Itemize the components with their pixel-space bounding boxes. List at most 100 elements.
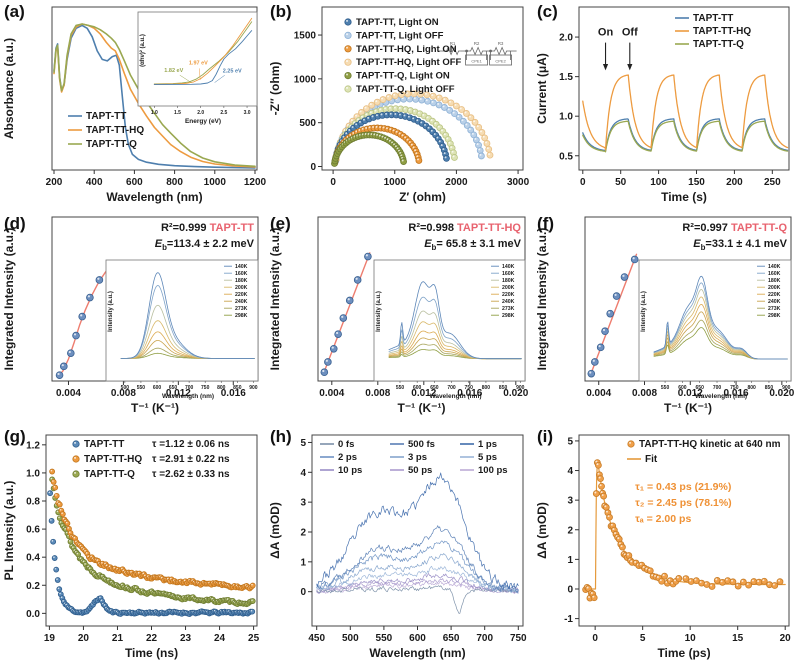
svg-text:0.016: 0.016 (724, 388, 749, 399)
panel-i: (i) 0 5 10 15 20 -1 0 1 2 3 4 5 Time (ps) ΔA (mOD) TAP… (533, 425, 799, 672)
panel-g-label: (g) (4, 427, 26, 446)
panel-h: (h) 450 500 550 600 650 700 750 0 1 2 3 4 5 Wavelengt… (266, 425, 533, 672)
svg-text:0.008: 0.008 (111, 388, 136, 399)
svg-text:850: 850 (233, 385, 242, 391)
svg-text:2.0: 2.0 (197, 110, 204, 116)
svg-text:800: 800 (482, 385, 491, 391)
svg-text:Intensity (a.u.): Intensity (a.u.) (108, 291, 114, 332)
panel-c-label: (c) (537, 2, 558, 21)
svg-text:650: 650 (696, 385, 705, 391)
svg-text:Time (s): Time (s) (661, 190, 707, 204)
svg-text:200K: 200K (502, 285, 515, 291)
svg-text:Current (μA): Current (μA) (535, 53, 549, 124)
svg-text:1.5: 1.5 (559, 72, 573, 83)
svg-text:TAPT-TT: TAPT-TT (693, 13, 733, 24)
svg-text:900: 900 (516, 385, 525, 391)
panel-b-label: (b) (270, 2, 292, 21)
svg-text:CPE2: CPE2 (495, 59, 506, 64)
svg-text:1200: 1200 (244, 177, 266, 188)
svg-text:τ₂ = 2.45 ps (78.1%): τ₂ = 2.45 ps (78.1%) (635, 497, 732, 509)
svg-text:2: 2 (567, 525, 573, 536)
svg-text:Off: Off (622, 26, 638, 38)
svg-text:3 ps: 3 ps (408, 452, 427, 463)
svg-text:20: 20 (78, 633, 90, 644)
svg-text:298K: 298K (235, 313, 248, 319)
svg-text:50: 50 (615, 177, 627, 188)
svg-text:-1: -1 (564, 614, 573, 625)
svg-text:0: 0 (592, 633, 598, 644)
svg-text:200: 200 (726, 177, 743, 188)
svg-text:273K: 273K (502, 306, 515, 312)
svg-text:Integrated Intensity (a.u.): Integrated Intensity (a.u.) (2, 228, 16, 371)
svg-text:Intensity (a.u.): Intensity (a.u.) (641, 291, 647, 332)
svg-text:800: 800 (747, 385, 756, 391)
svg-text:Wavelength (nm): Wavelength (nm) (106, 190, 202, 204)
svg-text:750: 750 (465, 385, 474, 391)
svg-text:2: 2 (300, 527, 306, 538)
svg-text:160K: 160K (235, 271, 248, 277)
svg-text:298K: 298K (502, 313, 515, 319)
svg-text:Energy (eV): Energy (eV) (185, 118, 221, 125)
svg-text:650: 650 (169, 385, 178, 391)
svg-text:Wavelength (nm): Wavelength (nm) (369, 646, 465, 660)
svg-text:TAPT-TT-Q, Light ON: TAPT-TT-Q, Light ON (356, 71, 450, 82)
svg-text:25: 25 (248, 633, 260, 644)
svg-text:CPE1: CPE1 (471, 59, 482, 64)
svg-text:180K: 180K (768, 278, 781, 284)
svg-text:500 fs: 500 fs (408, 439, 435, 450)
panel-g: (g) 19 20 21 22 23 24 25 0.0 0.2 0.4 0.6 0.8 1.0 1.2 T… (0, 425, 266, 672)
svg-text:900: 900 (782, 385, 791, 391)
panel-c: (c) 0 50 100 150 200 250 0.5 1.0 1.5 2.0 Time (s) C… (533, 0, 799, 212)
svg-text:0: 0 (580, 177, 586, 188)
svg-text:R1: R1 (450, 41, 456, 46)
svg-text:700: 700 (185, 385, 194, 391)
svg-text:5 ps: 5 ps (478, 452, 497, 463)
svg-text:2.0: 2.0 (559, 33, 573, 44)
svg-text:800: 800 (217, 385, 226, 391)
svg-text:Eb=113.4 ± 2.2 meV: Eb=113.4 ± 2.2 meV (155, 238, 255, 252)
svg-text:200K: 200K (235, 285, 248, 291)
chart-b-eis-nyquist: R1 R2 R3 CPE1 CPE2 0 1000 2000 3000 0 500 1000 1500 Z… (266, 0, 533, 212)
svg-text:τₐ = 2.00 ps: τₐ = 2.00 ps (635, 513, 691, 525)
svg-text:0.020: 0.020 (503, 388, 528, 399)
svg-text:T⁻¹ (K⁻¹): T⁻¹ (K⁻¹) (398, 401, 446, 415)
svg-text:450: 450 (308, 633, 325, 644)
svg-text:T⁻¹ (K⁻¹): T⁻¹ (K⁻¹) (131, 401, 179, 415)
svg-text:Time (ps): Time (ps) (657, 646, 710, 660)
svg-text:22: 22 (146, 633, 158, 644)
svg-text:180K: 180K (502, 278, 515, 284)
svg-text:23: 23 (180, 633, 192, 644)
svg-text:100 ps: 100 ps (478, 465, 508, 476)
panel-a-label: (a) (4, 2, 25, 21)
svg-text:10: 10 (685, 633, 697, 644)
svg-text:T⁻¹ (K⁻¹): T⁻¹ (K⁻¹) (664, 401, 712, 415)
svg-text:Integrated Intensity (a.u.): Integrated Intensity (a.u.) (268, 228, 282, 371)
svg-text:273K: 273K (235, 306, 248, 312)
svg-text:R²=0.997 TAPT-TT-Q: R²=0.997 TAPT-TT-Q (682, 222, 787, 234)
svg-text:0.004: 0.004 (56, 388, 81, 399)
svg-text:700: 700 (447, 385, 456, 391)
svg-text:(αhν)² (a.u.): (αhν)² (a.u.) (139, 34, 146, 67)
svg-text:-Z″ (ohm): -Z″ (ohm) (268, 62, 282, 116)
svg-text:τ =2.62 ± 0.33 ns: τ =2.62 ± 0.33 ns (152, 469, 230, 480)
svg-text:2 ps: 2 ps (338, 452, 357, 463)
svg-text:500: 500 (342, 633, 359, 644)
svg-text:TAPT-TT-HQ: TAPT-TT-HQ (86, 125, 144, 136)
svg-text:140K: 140K (768, 264, 781, 270)
svg-text:50 ps: 50 ps (408, 465, 432, 476)
svg-text:R²=0.999 TAPT-TT: R²=0.999 TAPT-TT (161, 222, 254, 234)
svg-text:550: 550 (376, 633, 393, 644)
svg-text:PL Intensity (a.u.): PL Intensity (a.u.) (2, 481, 16, 581)
svg-text:TAPT-TT: TAPT-TT (86, 111, 126, 122)
svg-text:0: 0 (300, 587, 306, 598)
svg-text:0.2: 0.2 (26, 581, 40, 592)
svg-text:0.5: 0.5 (559, 151, 573, 162)
svg-text:500: 500 (299, 118, 316, 129)
svg-text:2.25 eV: 2.25 eV (223, 68, 242, 74)
svg-text:200: 200 (46, 177, 63, 188)
panel-f: (f) 0.004 0.008 0.012 0.016 0.020 T⁻¹ (K⁻¹) In… (533, 212, 799, 425)
svg-text:4: 4 (300, 468, 306, 479)
svg-text:900: 900 (249, 385, 258, 391)
svg-text:τ =2.91 ± 0.22 ns: τ =2.91 ± 0.22 ns (152, 454, 230, 465)
